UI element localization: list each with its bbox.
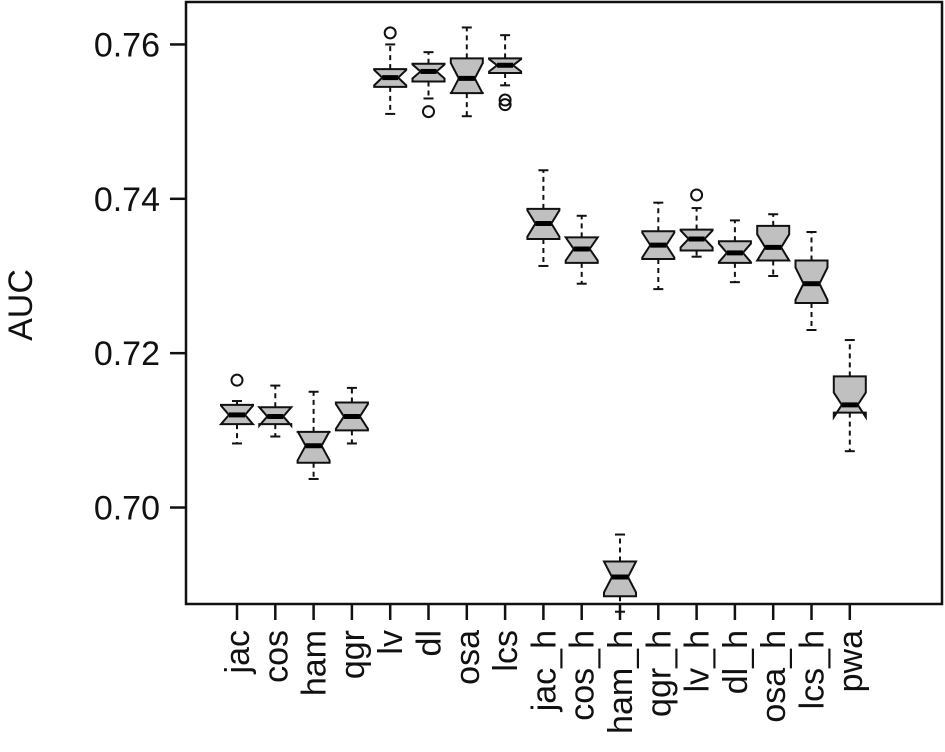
boxes-group [218, 26, 867, 613]
box-dl [411, 51, 446, 119]
outlier-point [498, 98, 512, 112]
y-axis: 0.70 0.72 0.74 0.76 [94, 26, 186, 528]
x-tick-label: dl_h [717, 630, 755, 694]
x-tick-label: osa [449, 630, 487, 685]
outlier-point [422, 105, 435, 119]
box-qgr_h [641, 201, 676, 291]
box-jac [218, 373, 256, 445]
box-osa [449, 26, 484, 118]
box-lcs_h [794, 230, 829, 332]
y-tick-label: 0.76 [94, 26, 160, 64]
box-lv_h [679, 188, 714, 258]
x-tick-label: ham [296, 630, 334, 696]
notched-box [832, 375, 867, 421]
x-tick-label: cos [257, 630, 295, 683]
x-tick-label: qgr [334, 630, 372, 679]
plot-frame [184, 0, 944, 606]
box-pwa [832, 339, 867, 453]
x-tick-label: lv_h [679, 630, 717, 692]
box-cos_h [563, 214, 600, 285]
x-tick-label: jac [219, 630, 257, 674]
x-tick-label: jac_h [525, 630, 563, 712]
x-tick-label: lcs_h [794, 630, 832, 709]
box-ham_h [602, 533, 638, 613]
box-dl_h [717, 219, 752, 284]
x-tick-label: lv [372, 630, 410, 655]
outlier-point [383, 26, 397, 40]
box-qgr [334, 386, 369, 445]
box-osa_h [755, 213, 791, 277]
box-lcs [488, 34, 523, 112]
outlier-point [690, 188, 704, 202]
x-axis: jac cos ham qgr lv dl osa lcs jac_h cos_h ham_h qgr… [219, 604, 870, 734]
x-tick-label: lcs [487, 630, 525, 672]
box-cos [257, 384, 294, 438]
y-axis-title: AUC [2, 269, 40, 341]
x-tick-label: cos_h [564, 630, 602, 721]
y-tick-label: 0.74 [94, 181, 160, 219]
box-ham [296, 390, 331, 480]
box-lv [373, 26, 408, 115]
y-tick-label: 0.72 [94, 335, 160, 373]
box-jac_h [526, 169, 561, 267]
x-tick-label: osa_h [755, 630, 793, 723]
x-tick-label: dl [411, 630, 449, 656]
x-tick-label: pwa [832, 630, 870, 692]
x-tick-label: qgr_h [640, 630, 678, 717]
notched-box [755, 224, 791, 262]
outlier-point [498, 93, 512, 107]
y-tick-label: 0.70 [94, 490, 160, 528]
outlier-point [230, 373, 244, 387]
x-tick-label: ham_h [602, 630, 640, 734]
